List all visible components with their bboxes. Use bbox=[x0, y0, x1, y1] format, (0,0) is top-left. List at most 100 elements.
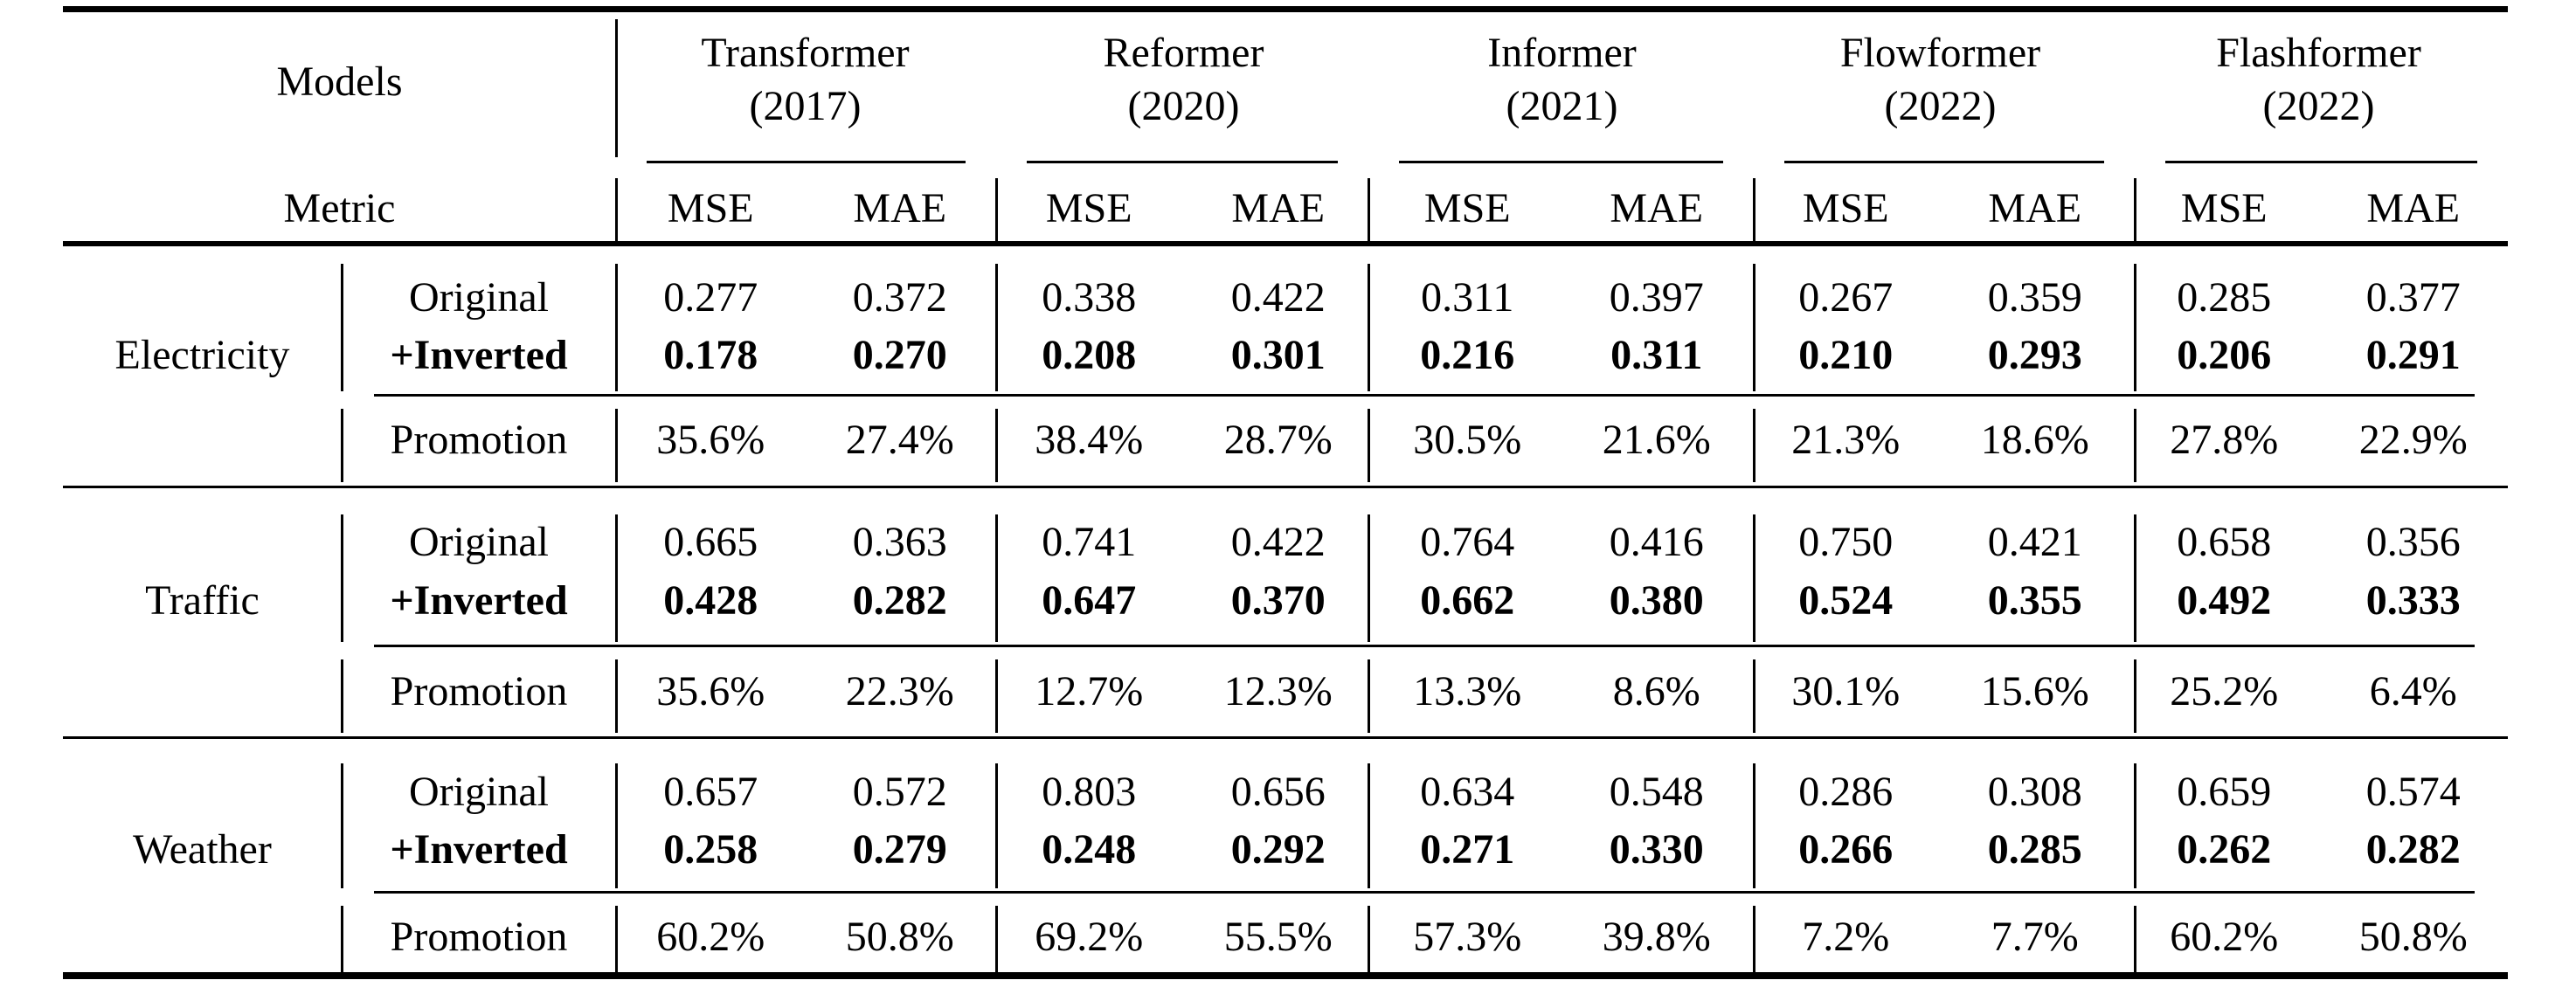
row-label-original: Original bbox=[409, 273, 549, 321]
cmidrule-transformer bbox=[647, 161, 966, 163]
value-cell: 0.271 bbox=[1420, 825, 1515, 873]
value-cell: 0.206 bbox=[2177, 331, 2272, 378]
column-divider bbox=[2134, 178, 2136, 241]
column-divider bbox=[995, 514, 998, 642]
value-cell: 0.647 bbox=[1042, 576, 1137, 624]
value-cell: 0.377 bbox=[2365, 273, 2461, 321]
value-cell: 0.216 bbox=[1420, 331, 1515, 378]
column-divider bbox=[2134, 763, 2136, 888]
row-label-inverted: +Inverted bbox=[390, 825, 568, 873]
value-cell: 0.248 bbox=[1042, 825, 1137, 873]
traffic-promotion-row: 35.6% 22.3% 12.7% 12.3% 13.3% 8.6% 30.1%… bbox=[616, 663, 2508, 719]
metric-cell: MSE bbox=[1423, 184, 1511, 231]
value-cell: 0.210 bbox=[1798, 331, 1894, 378]
row-label-inverted: +Inverted bbox=[390, 576, 568, 624]
promotion-cell: 30.5% bbox=[1413, 416, 1522, 463]
electricity-promotion-row: 35.6% 27.4% 38.4% 28.7% 30.5% 21.6% 21.3… bbox=[616, 411, 2508, 467]
column-divider bbox=[341, 659, 343, 733]
column-divider bbox=[1368, 763, 1370, 888]
value-cell: 0.286 bbox=[1798, 768, 1894, 815]
metric-cell: MAE bbox=[1988, 184, 2082, 231]
value-cell: 0.656 bbox=[1230, 768, 1326, 815]
value-cell: 0.282 bbox=[2365, 825, 2461, 873]
column-divider bbox=[1753, 178, 1755, 241]
column-divider bbox=[2134, 409, 2136, 482]
value-cell: 0.764 bbox=[1420, 518, 1515, 565]
value-cell: 0.524 bbox=[1798, 576, 1894, 624]
column-divider bbox=[995, 178, 998, 241]
promotion-cell: 7.2% bbox=[1802, 913, 1890, 960]
column-divider bbox=[615, 264, 618, 391]
promotion-cell: 35.6% bbox=[656, 416, 765, 463]
model-header: Informer bbox=[1487, 29, 1637, 76]
promotion-cell: 12.7% bbox=[1035, 667, 1144, 714]
column-divider bbox=[2134, 906, 2136, 975]
electricity-inverted-row: 0.178 0.270 0.208 0.301 0.216 0.311 0.21… bbox=[616, 327, 2508, 383]
promotion-cell: 15.6% bbox=[1980, 667, 2089, 714]
promotion-cell: 57.3% bbox=[1413, 913, 1522, 960]
model-year-label: (2017) bbox=[749, 82, 862, 129]
value-cell: 0.266 bbox=[1798, 825, 1894, 873]
column-divider bbox=[1753, 659, 1755, 733]
promotion-cell: 6.4% bbox=[2369, 667, 2457, 714]
promotion-cell: 13.3% bbox=[1413, 667, 1522, 714]
cmidrule-reformer bbox=[1027, 161, 1338, 163]
cmidrule-traffic bbox=[374, 645, 2475, 647]
metric-header-label: Metric bbox=[283, 184, 396, 231]
value-cell: 0.333 bbox=[2365, 576, 2461, 624]
promotion-cell: 55.5% bbox=[1223, 913, 1333, 960]
promotion-cell: 60.2% bbox=[2170, 913, 2279, 960]
model-years-row: (2017) (2020) (2021) (2022) (2022) bbox=[616, 80, 2508, 131]
column-divider bbox=[341, 906, 343, 975]
column-divider bbox=[1368, 178, 1370, 241]
metric-cell: MSE bbox=[667, 184, 754, 231]
column-divider bbox=[615, 409, 618, 482]
promotion-cell: 21.3% bbox=[1791, 416, 1901, 463]
value-cell: 0.803 bbox=[1042, 768, 1137, 815]
column-divider bbox=[1753, 906, 1755, 975]
metric-cell: MAE bbox=[1610, 184, 1704, 231]
value-cell: 0.372 bbox=[852, 273, 947, 321]
value-cell: 0.258 bbox=[663, 825, 758, 873]
value-cell: 0.285 bbox=[2177, 273, 2272, 321]
model-names-row: Transformer Reformer Informer Flowformer… bbox=[616, 24, 2508, 80]
promotion-cell: 21.6% bbox=[1602, 416, 1711, 463]
column-divider bbox=[2134, 514, 2136, 642]
value-cell: 0.492 bbox=[2177, 576, 2272, 624]
value-cell: 0.356 bbox=[2365, 518, 2461, 565]
metric-cell: MSE bbox=[2180, 184, 2268, 231]
value-cell: 0.428 bbox=[663, 576, 758, 624]
electricity-original-row: 0.277 0.372 0.338 0.422 0.311 0.397 0.26… bbox=[616, 269, 2508, 325]
model-header: Transformer bbox=[701, 29, 910, 76]
metric-cell: MAE bbox=[853, 184, 947, 231]
column-divider bbox=[995, 409, 998, 482]
value-cell: 0.279 bbox=[852, 825, 947, 873]
value-cell: 0.380 bbox=[1609, 576, 1704, 624]
value-cell: 0.359 bbox=[1987, 273, 2082, 321]
value-cell: 0.363 bbox=[852, 518, 947, 565]
column-divider bbox=[615, 514, 618, 642]
promotion-cell: 22.9% bbox=[2358, 416, 2468, 463]
promotion-cell: 25.2% bbox=[2170, 667, 2279, 714]
column-divider bbox=[615, 659, 618, 733]
column-divider bbox=[995, 659, 998, 733]
bottomrule bbox=[63, 972, 2508, 979]
column-divider bbox=[341, 514, 343, 642]
model-header: Flowformer bbox=[1839, 29, 2041, 76]
row-label-original: Original bbox=[409, 768, 549, 815]
value-cell: 0.422 bbox=[1230, 518, 1326, 565]
model-year-label: (2021) bbox=[1506, 82, 1618, 129]
group-midrule-1 bbox=[63, 486, 2508, 488]
row-label-promotion: Promotion bbox=[390, 913, 568, 960]
column-divider bbox=[1368, 409, 1370, 482]
value-cell: 0.270 bbox=[852, 331, 947, 378]
cmidrule-electricity bbox=[374, 394, 2475, 397]
promotion-cell: 22.3% bbox=[845, 667, 954, 714]
value-cell: 0.262 bbox=[2177, 825, 2272, 873]
column-divider bbox=[341, 264, 343, 391]
value-cell: 0.370 bbox=[1230, 576, 1326, 624]
cmidrule-flowformer bbox=[1784, 161, 2104, 163]
value-cell: 0.330 bbox=[1609, 825, 1704, 873]
value-cell: 0.662 bbox=[1420, 576, 1515, 624]
column-divider bbox=[1368, 514, 1370, 642]
